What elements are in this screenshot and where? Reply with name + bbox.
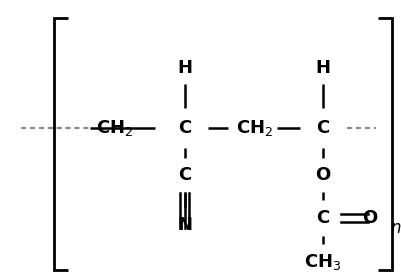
Text: C: C (316, 119, 329, 137)
Text: C: C (316, 209, 329, 227)
Text: C: C (178, 119, 191, 137)
Text: H: H (177, 59, 192, 77)
Text: N: N (177, 216, 192, 234)
Text: C: C (178, 166, 191, 184)
Text: O: O (315, 166, 330, 184)
Text: H: H (315, 59, 330, 77)
Text: CH$_2$: CH$_2$ (236, 118, 273, 138)
Text: $n$: $n$ (389, 219, 401, 237)
Text: O: O (361, 209, 377, 227)
Text: CH$_2$: CH$_2$ (96, 118, 133, 138)
Text: CH$_3$: CH$_3$ (304, 252, 341, 272)
